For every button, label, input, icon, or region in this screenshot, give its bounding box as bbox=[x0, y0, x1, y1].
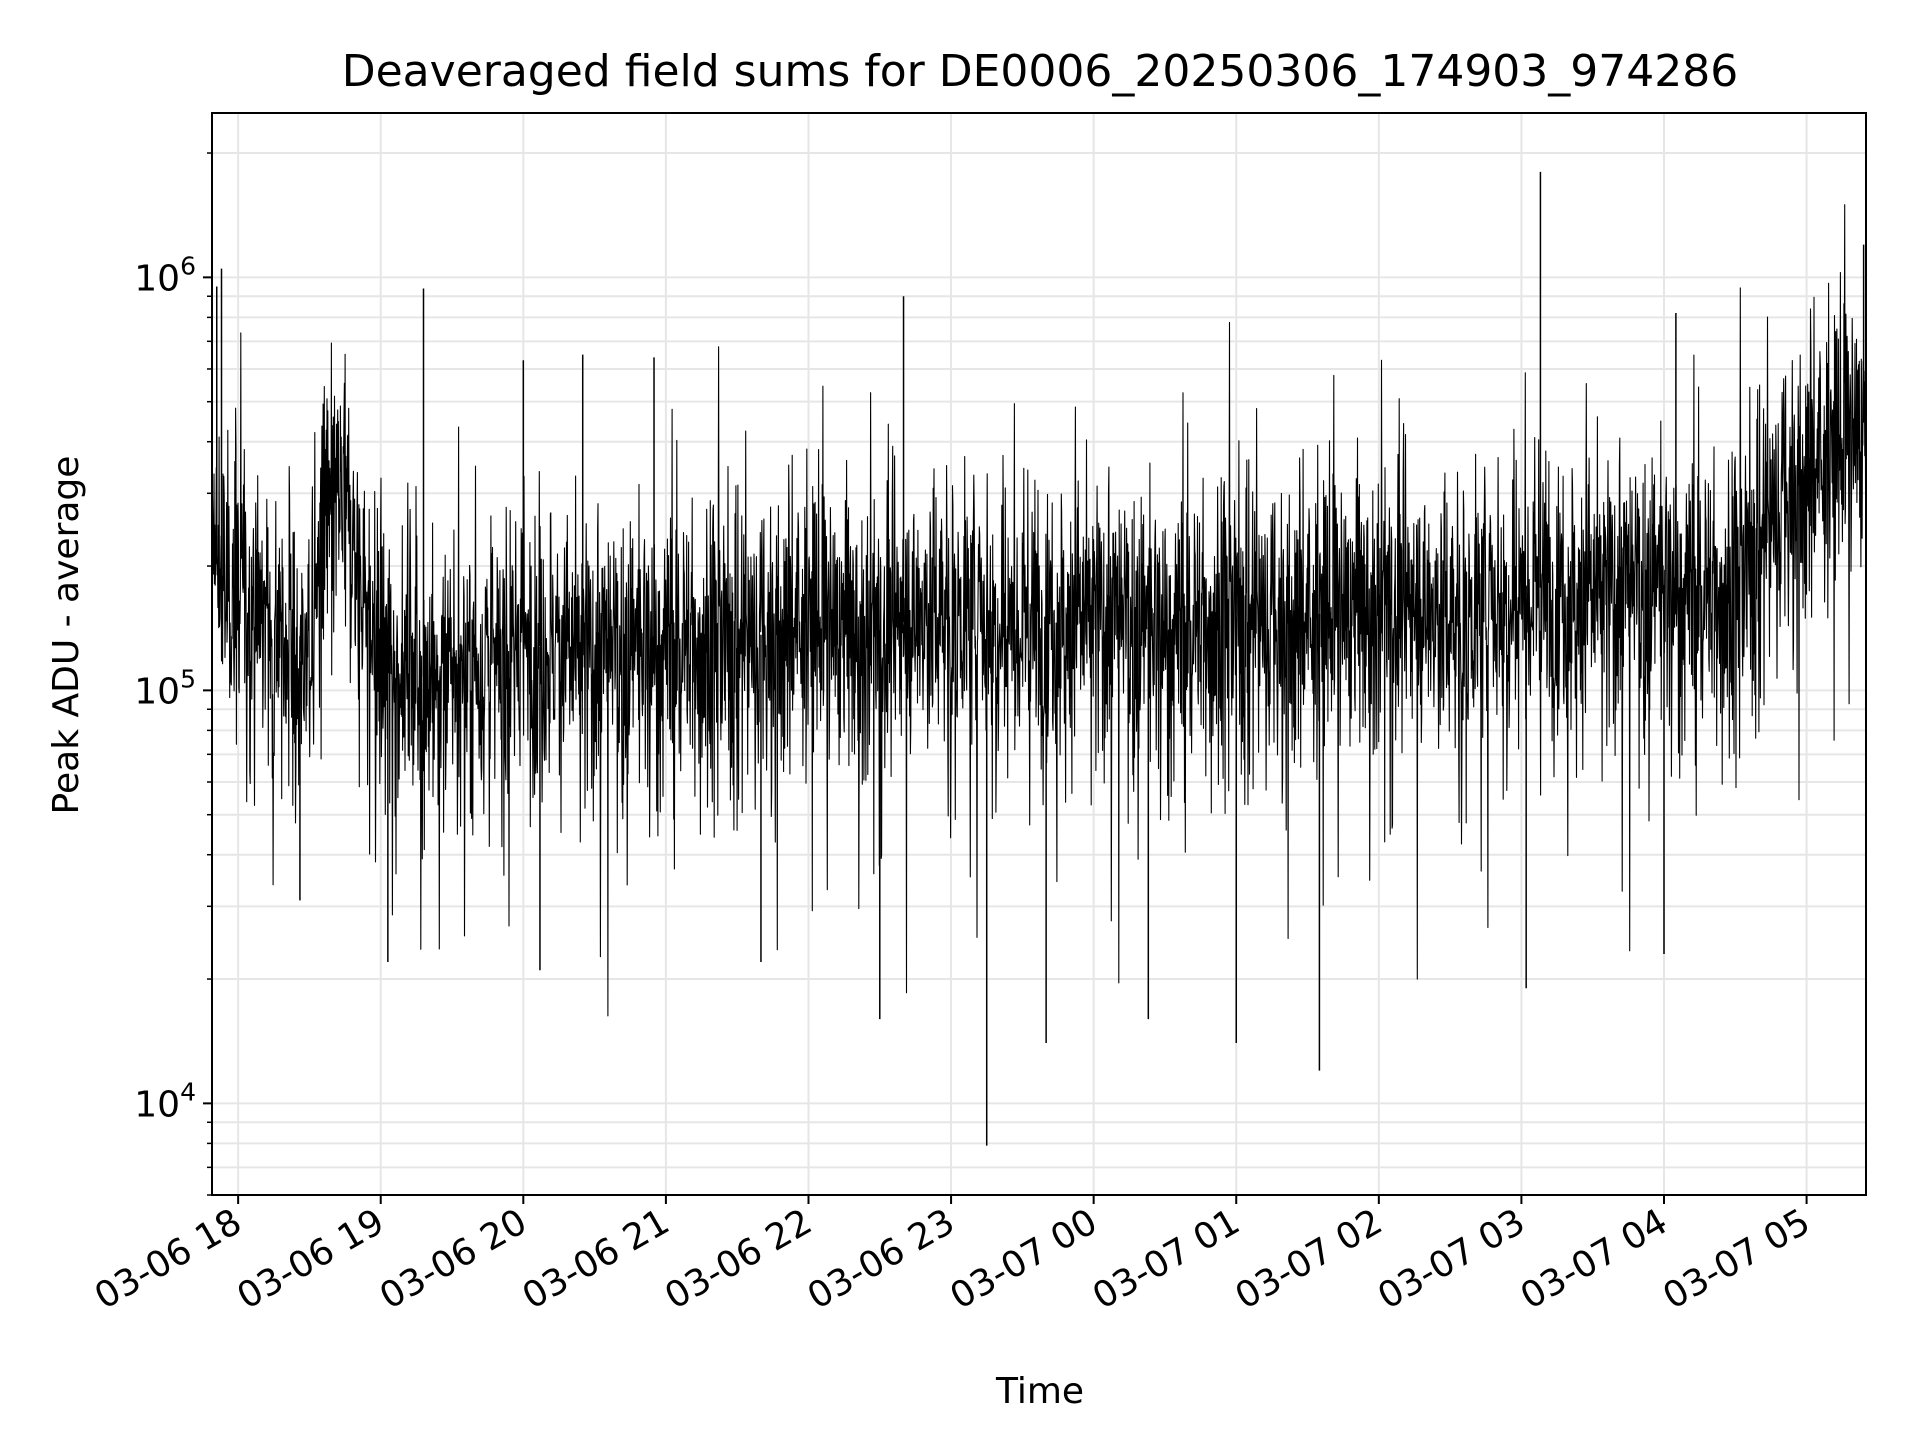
y-tick-label: 106 bbox=[134, 251, 196, 299]
y-axis-label: Peak ADU - average bbox=[46, 456, 87, 815]
y-tick-label-exponent: 6 bbox=[180, 251, 196, 280]
y-tick-label-exponent: 4 bbox=[180, 1077, 196, 1106]
y-tick-label-base: 10 bbox=[134, 1084, 180, 1125]
y-tick-label: 104 bbox=[134, 1077, 196, 1125]
data-series bbox=[211, 171, 1867, 1146]
data-line bbox=[211, 204, 1867, 1017]
x-axis-label: Time bbox=[995, 1371, 1084, 1412]
chart-title: Deaveraged field sums for DE0006_2025030… bbox=[342, 46, 1739, 97]
y-tick-label: 105 bbox=[134, 664, 196, 712]
plot-frame bbox=[211, 112, 1867, 1196]
y-tick-label-base: 10 bbox=[134, 671, 180, 712]
y-tick-label-exponent: 5 bbox=[180, 664, 196, 693]
y-tick-label-base: 10 bbox=[134, 258, 180, 299]
grid-lines bbox=[212, 113, 1866, 1196]
